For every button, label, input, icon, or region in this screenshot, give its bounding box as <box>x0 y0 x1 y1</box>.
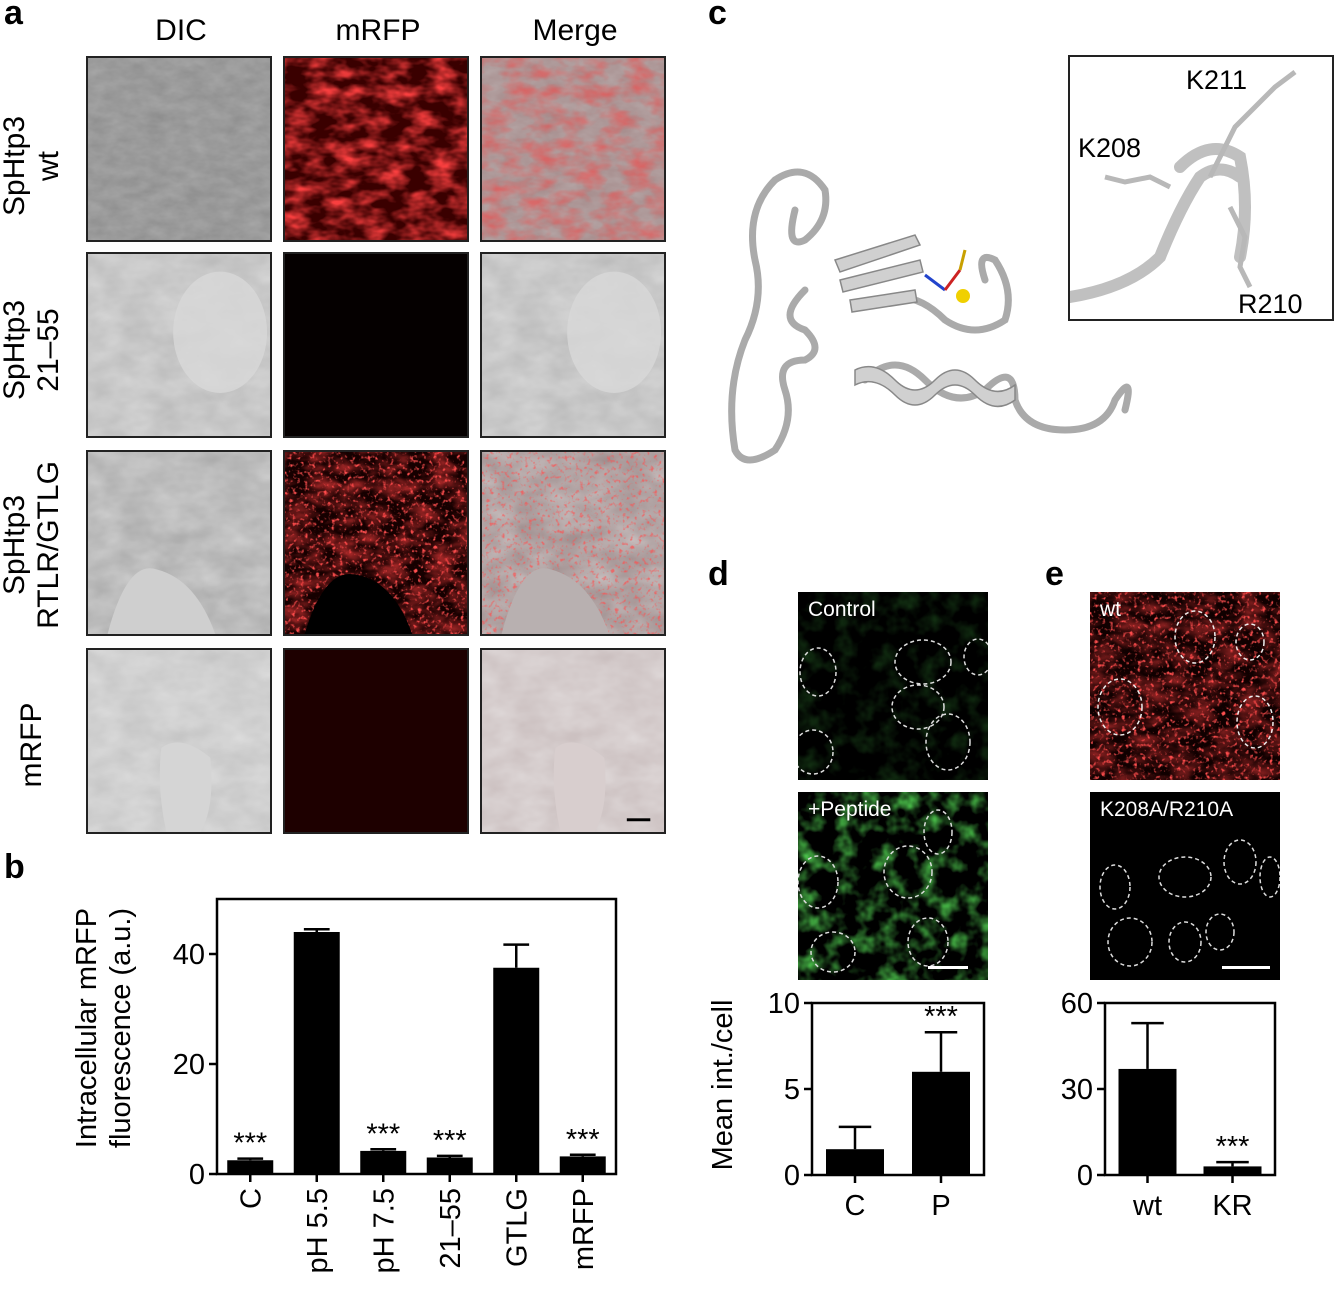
significance-label: *** <box>924 1001 958 1033</box>
micrograph-peptide: +Peptide <box>798 792 988 980</box>
y-tick-label: 40 <box>173 939 205 971</box>
ligand-icon <box>924 249 970 303</box>
micrograph-dic-21-55 <box>86 252 272 438</box>
y-tick-label: 0 <box>784 1160 800 1192</box>
x-tick-label: wt <box>1132 1190 1162 1222</box>
scale-bar <box>1222 966 1270 969</box>
micrograph-dic-rtlr-gtlg <box>86 450 272 636</box>
row-label-line1: SpHtp3 <box>0 299 31 401</box>
micrograph-mrfp-mrfp <box>283 648 469 834</box>
x-tick-label: C <box>845 1190 866 1222</box>
row-label-line2: RTLR/GTLG <box>32 461 65 629</box>
x-tick-label: 21–55 <box>435 1188 467 1269</box>
x-tick-label: pH 5.5 <box>302 1188 334 1273</box>
bar <box>360 1150 407 1174</box>
row-label-mrfp: mRFP <box>15 665 49 825</box>
structure-inset: K211 K208 R210 <box>1064 55 1334 321</box>
row-label-line1: mRFP <box>15 702 48 788</box>
column-header-dic: DIC <box>155 14 207 47</box>
column-header-merge: Merge <box>532 14 618 47</box>
y-tick-label: 0 <box>189 1159 205 1191</box>
plot-frame <box>215 897 618 1176</box>
residue-label-k208: K208 <box>1078 133 1141 163</box>
y-tick-label: 60 <box>1061 988 1093 1020</box>
micrograph-merge-mrfp <box>480 648 666 834</box>
micrograph-mrfp-wt <box>283 56 469 242</box>
micrograph-merge-rtlr-gtlg <box>480 450 666 636</box>
chart-b-ylabel-line2: fluorescence (a.u.) <box>105 908 137 1148</box>
chart-d: Mean int./cell 0 5 10 C *** P <box>707 988 986 1222</box>
x-tick-label: GTLG <box>501 1188 533 1267</box>
bar <box>1203 1166 1262 1175</box>
x-tick-label: P <box>931 1190 950 1222</box>
micrograph-dic-mrfp <box>86 648 272 834</box>
panel-e-letter: e <box>1045 555 1064 593</box>
panel-c-letter: c <box>708 0 727 32</box>
column-header-mrfp: mRFP <box>335 14 421 47</box>
y-tick-label: 0 <box>1077 1160 1093 1192</box>
bar <box>293 932 340 1174</box>
chart-d-ylabel: Mean int./cell <box>707 1000 739 1171</box>
micrograph-merge-wt <box>480 56 666 242</box>
significance-label: *** <box>1216 1131 1250 1163</box>
chart-e: 0 30 60 wt *** KR <box>1061 988 1277 1222</box>
micrograph-mrfp-rtlr-gtlg <box>283 450 469 636</box>
micrograph-control: Control <box>798 592 988 780</box>
bar <box>1118 1068 1177 1175</box>
image-label-control: Control <box>808 598 876 621</box>
significance-label: *** <box>433 1125 467 1157</box>
bar <box>559 1156 606 1174</box>
residue-label-r210: R210 <box>1238 289 1303 319</box>
chart-b: Intracellular mRFP fluorescence (a.u.) 0… <box>71 897 618 1273</box>
micrograph-wt: wt <box>1090 592 1280 780</box>
row-label-line1: SpHtp3 <box>0 115 31 217</box>
bar <box>227 1160 274 1174</box>
row-label-line2: wt <box>32 151 65 181</box>
micrograph-dic-wt <box>86 56 272 242</box>
protein-structure <box>728 168 1132 464</box>
significance-label: *** <box>233 1128 267 1160</box>
bar <box>826 1149 884 1175</box>
y-tick-label: 5 <box>784 1074 800 1106</box>
scale-bar <box>928 966 968 969</box>
x-tick-label: C <box>235 1188 267 1209</box>
image-label-wt: wt <box>1100 598 1121 621</box>
row-label-rtlr-gtlg: SpHtp3 RTLR/GTLG <box>0 435 66 655</box>
micrograph-merge-21-55 <box>480 252 666 438</box>
row-label-line2: 21–55 <box>32 308 65 392</box>
image-label-k208a-r210a: K208A/R210A <box>1100 798 1234 821</box>
row-label-wt: SpHtp3 wt <box>0 76 66 256</box>
image-label-peptide: +Peptide <box>808 798 892 821</box>
residue-label-k211: K211 <box>1186 65 1247 95</box>
x-tick-label: pH 7.5 <box>368 1188 400 1273</box>
panel-b-letter: b <box>4 848 25 886</box>
x-tick-label: mRFP <box>568 1188 600 1270</box>
y-tick-label: 30 <box>1061 1074 1093 1106</box>
significance-label: *** <box>366 1118 400 1150</box>
scale-bar <box>626 818 651 822</box>
row-label-21-55: SpHtp3 21–55 <box>0 260 66 440</box>
significance-label: *** <box>566 1124 600 1156</box>
micrograph-mrfp-21-55 <box>283 252 469 438</box>
bar <box>493 967 540 1174</box>
row-label-line1: SpHtp3 <box>0 494 31 596</box>
panel-d-letter: d <box>708 555 729 593</box>
bar <box>426 1157 473 1174</box>
panel-a-letter: a <box>4 0 23 32</box>
bar <box>912 1071 970 1175</box>
x-tick-label: KR <box>1212 1190 1252 1222</box>
micrograph-k208a-r210a: K208A/R210A <box>1090 792 1280 980</box>
y-tick-label: 10 <box>768 988 800 1020</box>
chart-b-ylabel-line1: Intracellular mRFP <box>71 908 103 1148</box>
y-tick-label: 20 <box>173 1049 205 1081</box>
